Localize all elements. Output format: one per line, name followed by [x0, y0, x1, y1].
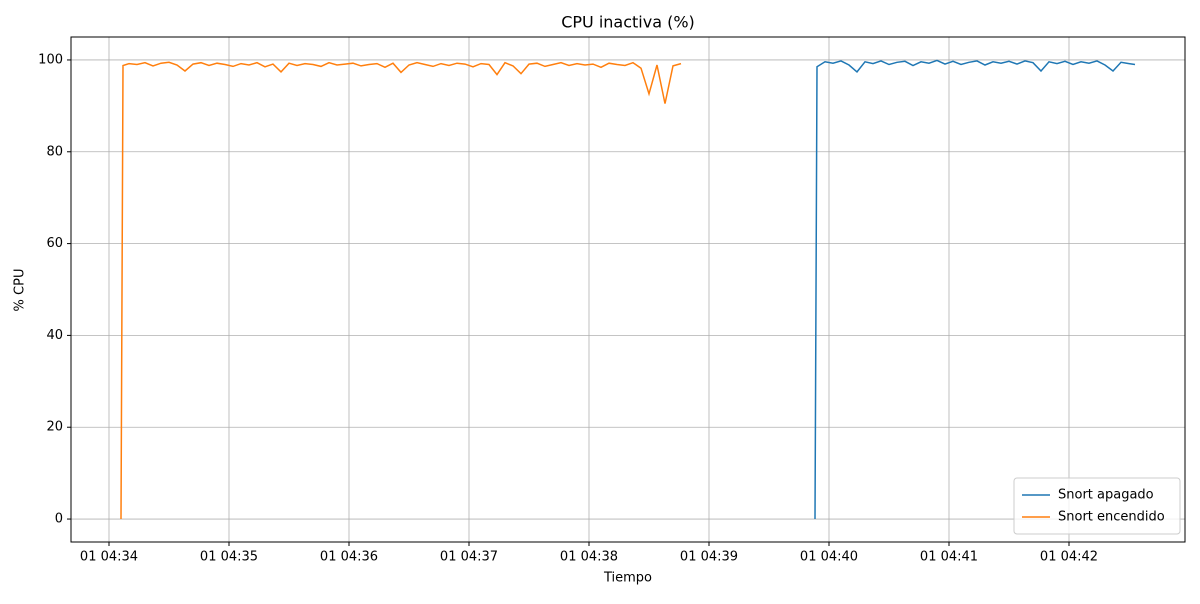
- y-tick-label: 20: [46, 420, 63, 435]
- x-tick-label: 01 04:37: [440, 550, 498, 565]
- y-tick-label: 80: [46, 144, 63, 159]
- y-tick-label: 60: [46, 236, 63, 251]
- line: [814, 59, 1136, 520]
- x-tick-label: 01 04:36: [320, 550, 378, 565]
- axes-frame: [70, 36, 1186, 543]
- line: [120, 61, 682, 520]
- legend-box: [1013, 477, 1181, 535]
- x-tick-label: 01 04:40: [800, 550, 858, 565]
- legend-label: Snort encendido: [1058, 510, 1165, 525]
- y-axis-label: % CPU: [13, 269, 28, 312]
- chart-title: CPU inactiva (%): [561, 13, 695, 32]
- y-tick-label: 0: [55, 512, 63, 527]
- y-tick-label: 40: [46, 328, 63, 343]
- x-tick-label: 01 04:35: [200, 550, 258, 565]
- x-tick-label: 01 04:34: [80, 550, 138, 565]
- x-tick-label: 01 04:39: [680, 550, 738, 565]
- legend-label: Snort apagado: [1058, 488, 1154, 503]
- x-tick-label: 01 04:38: [560, 550, 618, 565]
- x-tick-label: 01 04:42: [1040, 550, 1098, 565]
- y-tick-label: 100: [38, 52, 63, 67]
- x-axis-label: Tiempo: [603, 571, 652, 586]
- x-tick-label: 01 04:41: [920, 550, 978, 565]
